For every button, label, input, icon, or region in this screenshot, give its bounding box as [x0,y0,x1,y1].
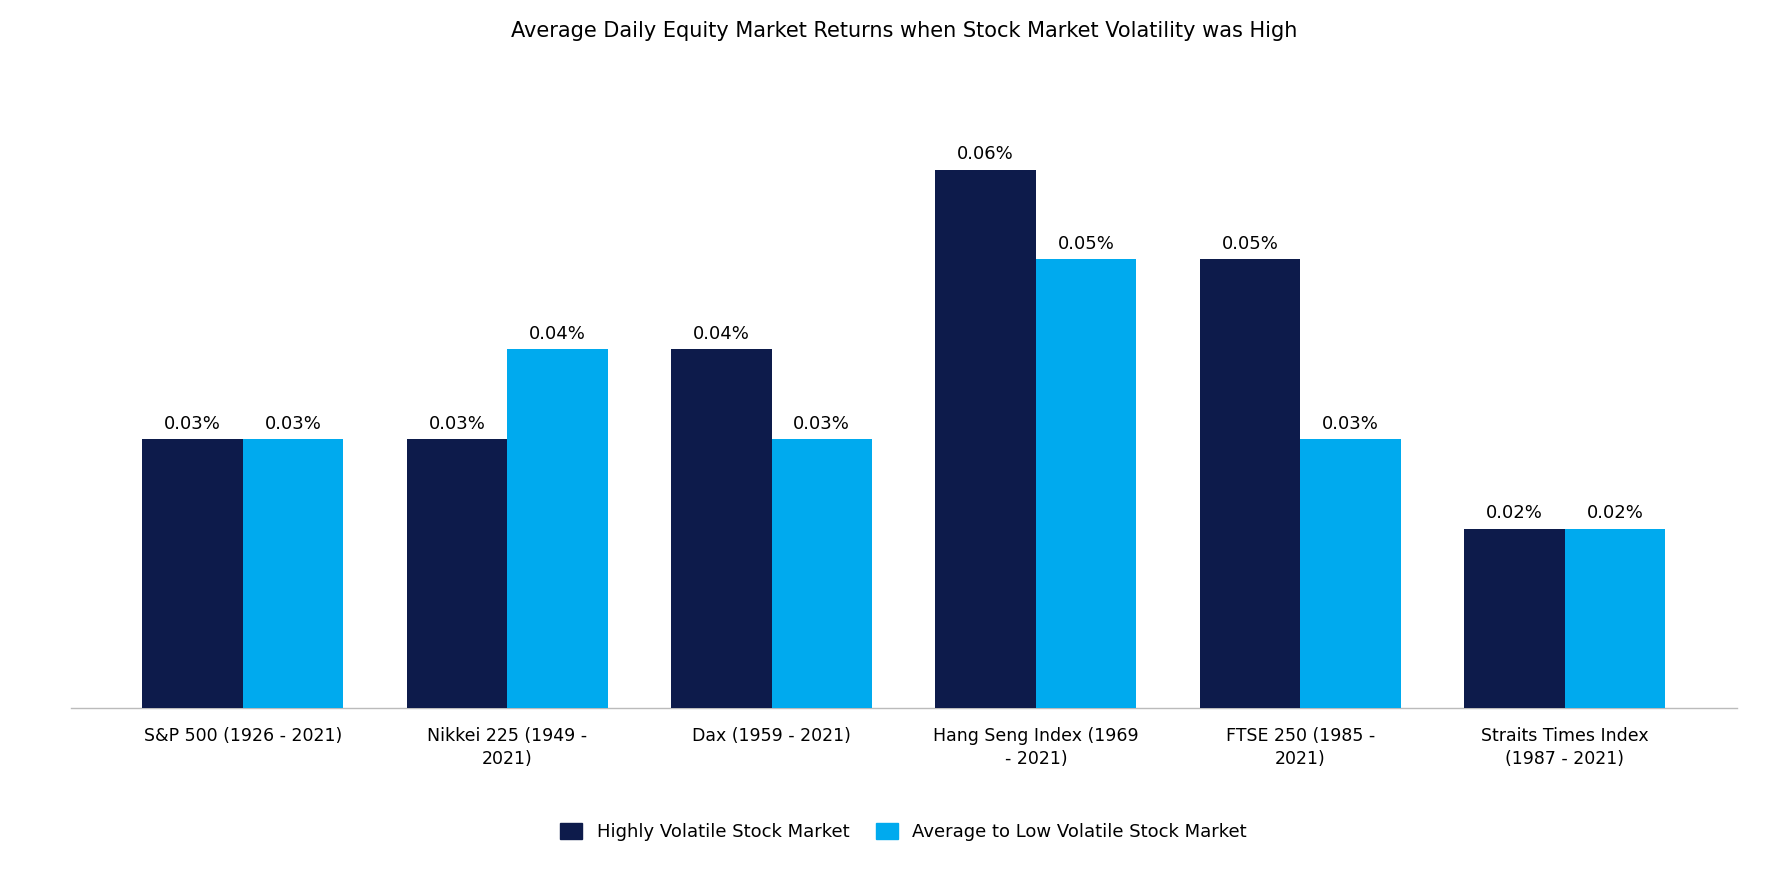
Text: 0.05%: 0.05% [1058,235,1115,253]
Bar [1464,528,1565,708]
Text: 0.04%: 0.04% [693,325,750,342]
Text: 0.03%: 0.03% [165,414,222,433]
Bar [243,439,344,708]
Text: 0.04%: 0.04% [528,325,587,342]
Bar [142,439,243,708]
Text: 0.05%: 0.05% [1221,235,1279,253]
Bar [672,349,771,708]
Bar [406,439,507,708]
Bar [1200,259,1301,708]
Bar [1037,259,1136,708]
Text: 0.02%: 0.02% [1586,504,1643,522]
Bar [507,349,608,708]
Text: 0.02%: 0.02% [1487,504,1543,522]
Legend: Highly Volatile Stock Market, Average to Low Volatile Stock Market: Highly Volatile Stock Market, Average to… [560,823,1247,841]
Bar [1301,439,1402,708]
Text: 0.03%: 0.03% [1322,414,1379,433]
Text: 0.06%: 0.06% [957,145,1014,164]
Text: 0.03%: 0.03% [264,414,321,433]
Bar [1565,528,1666,708]
Bar [771,439,872,708]
Text: 0.03%: 0.03% [429,414,486,433]
Text: 0.03%: 0.03% [794,414,851,433]
Title: Average Daily Equity Market Returns when Stock Market Volatility was High: Average Daily Equity Market Returns when… [510,21,1297,41]
Bar [936,170,1037,708]
